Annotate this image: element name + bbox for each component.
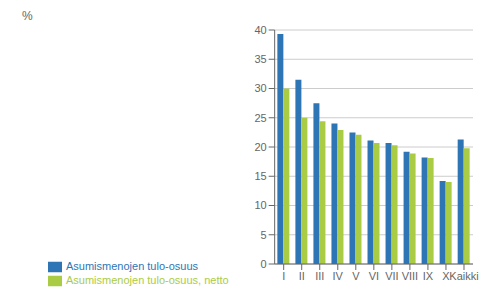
svg-text:Kaikki: Kaikki (449, 270, 478, 282)
svg-text:I: I (282, 270, 285, 282)
svg-text:VII: VII (385, 270, 398, 282)
html-text:Asumismenojen tulo-osuus, nett: Asumismenojen tulo-osuus, netto (66, 273, 229, 286)
svg-text:35: 35 (254, 53, 266, 65)
svg-text:10: 10 (254, 199, 266, 211)
svg-text:IX: IX (423, 270, 434, 282)
svg-text:5: 5 (261, 229, 267, 241)
svg-text:15: 15 (254, 170, 266, 182)
svg-text:IV: IV (333, 270, 344, 282)
svg-text:III: III (315, 270, 324, 282)
svg-text:0: 0 (261, 258, 267, 270)
svg-text:40: 40 (254, 24, 266, 36)
svg-text:VI: VI (369, 270, 379, 282)
svg-text:II: II (299, 270, 305, 282)
svg-text:V: V (352, 270, 360, 282)
svg-text:20: 20 (254, 141, 266, 153)
html-text:Asumismenojen tulo-osuus: Asumismenojen tulo-osuus (66, 259, 199, 272)
svg-text:30: 30 (254, 82, 266, 94)
svg-text:VIII: VIII (402, 270, 419, 282)
svg-text:X: X (442, 269, 450, 282)
svg-text:25: 25 (254, 112, 266, 124)
